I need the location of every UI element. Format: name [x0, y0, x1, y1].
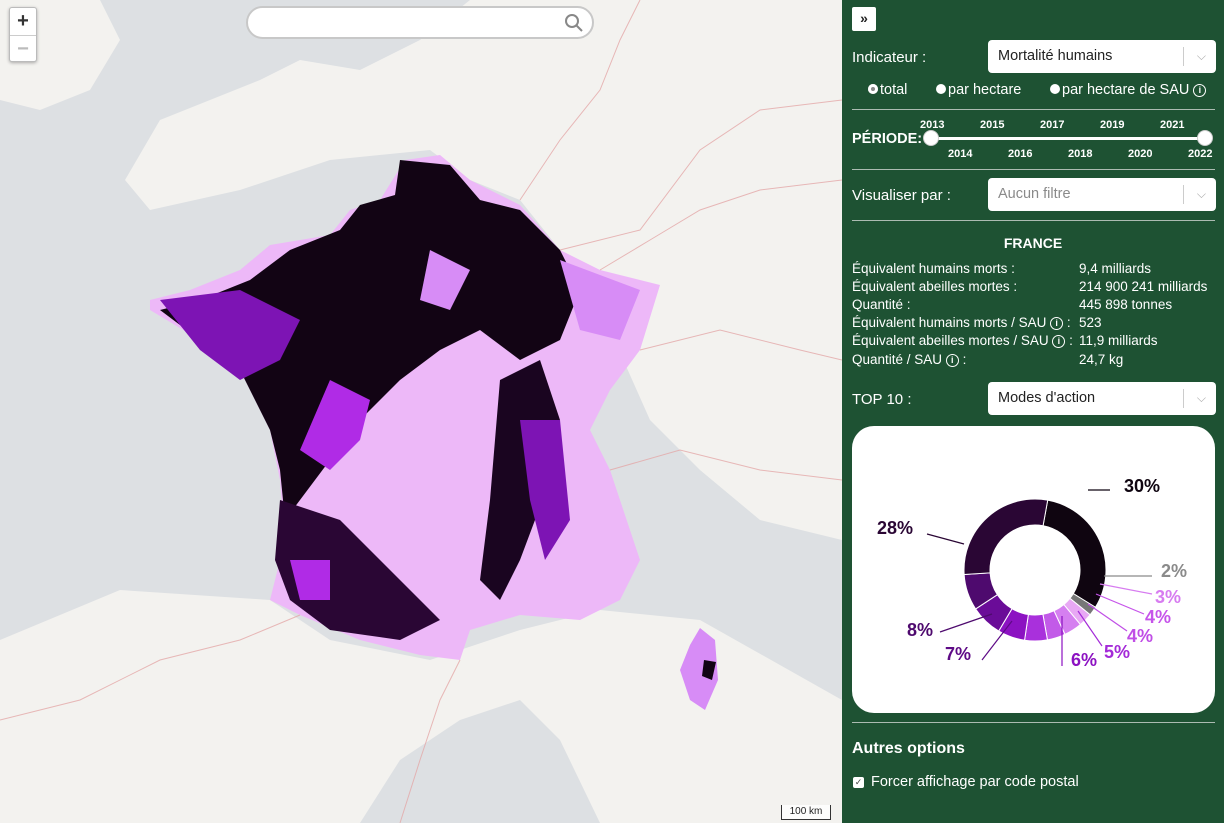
search-box — [246, 6, 594, 39]
donut-leader-line — [1095, 593, 1145, 615]
zoom-control: + − — [9, 7, 37, 62]
radio-label: par hectare — [948, 82, 1022, 98]
donut-label: 6% — [1071, 650, 1097, 670]
donut-leader-line — [1077, 610, 1103, 647]
zoom-in-button[interactable]: + — [17, 10, 29, 32]
radio-par-hectare-sau[interactable]: par hectare de SAU i — [1050, 82, 1207, 98]
donut-label: 2% — [1161, 561, 1187, 581]
indicator-label: Indicateur : — [852, 49, 927, 66]
period-label: PÉRIODE: — [852, 131, 923, 147]
year-tick: 2014 — [948, 148, 973, 160]
country-title: FRANCE — [1003, 235, 1063, 251]
indicator-select[interactable]: Mortalité humains ⌵ — [988, 40, 1216, 73]
divider — [852, 169, 1215, 170]
stat-value: 523 — [1079, 315, 1102, 330]
radio-dot — [1050, 84, 1060, 94]
info-icon[interactable]: i — [1050, 317, 1064, 330]
stat-row: Équivalent abeilles mortes / SAU i : — [852, 333, 1073, 348]
donut-leader-line — [939, 613, 993, 633]
info-icon[interactable]: i — [945, 354, 959, 367]
info-icon[interactable]: i — [1052, 335, 1066, 348]
postal-code-checkbox[interactable]: ✓ — [853, 777, 864, 788]
top10-select[interactable]: Modes d'action ⌵ — [988, 382, 1216, 415]
postal-code-checkbox-label: Forcer affichage par code postal — [871, 774, 1079, 790]
map-view[interactable]: + − 100 km — [0, 0, 842, 823]
select-separator — [1183, 389, 1184, 408]
search-icon[interactable] — [564, 13, 584, 33]
stat-label: Équivalent abeilles mortes / SAU — [852, 333, 1049, 348]
stat-label: Quantité / SAU — [852, 352, 943, 367]
chevron-down-icon: ⌵ — [1196, 187, 1206, 201]
stat-label: Équivalent humains morts : — [852, 261, 1015, 276]
year-tick: 2017 — [1040, 119, 1065, 131]
chevron-down-icon: ⌵ — [1196, 391, 1206, 405]
donut-label: 8% — [907, 620, 933, 640]
select-separator — [1183, 47, 1184, 66]
donut-label: 7% — [945, 644, 971, 664]
select-separator — [1183, 185, 1184, 204]
divider — [852, 109, 1215, 110]
year-tick: 2018 — [1068, 148, 1093, 160]
scale-bar: 100 km — [781, 805, 831, 820]
donut-leader-line — [1087, 603, 1128, 632]
donut-leader-line — [981, 620, 1013, 661]
year-tick: 2020 — [1128, 148, 1153, 160]
donut-label: 3% — [1155, 587, 1181, 607]
donut-leader-line — [1099, 583, 1153, 595]
donut-label: 28% — [877, 518, 913, 538]
divider — [852, 722, 1215, 723]
radio-label: total — [880, 82, 908, 98]
year-tick: 2016 — [1008, 148, 1033, 160]
radio-dot — [868, 84, 878, 94]
donut-label: 4% — [1145, 607, 1171, 627]
donut-chart[interactable]: 30%2%3%4%4%5%6%7%8%28% — [852, 426, 1215, 713]
top10-selected: Modes d'action — [998, 390, 1096, 406]
stat-label: Quantité : — [852, 297, 911, 312]
radio-par-hectare[interactable]: par hectare — [936, 82, 1021, 98]
radio-total[interactable]: total — [868, 82, 907, 98]
donut-slice[interactable] — [1042, 499, 1107, 608]
year-tick: 2022 — [1188, 148, 1213, 160]
stat-value: 445 898 tonnes — [1079, 297, 1173, 312]
donut-label: 5% — [1104, 642, 1130, 662]
chevron-down-icon: ⌵ — [1196, 49, 1206, 63]
donut-label: 30% — [1124, 476, 1160, 496]
stat-value: 9,4 milliards — [1079, 261, 1152, 276]
stat-value: 214 900 241 milliards — [1079, 279, 1208, 294]
other-options-title: Autres options — [852, 740, 965, 757]
info-icon[interactable]: i — [1193, 84, 1207, 97]
year-tick: 2021 — [1160, 119, 1185, 131]
search-input[interactable] — [262, 8, 562, 36]
donut-label: 4% — [1127, 626, 1153, 646]
stat-row: Équivalent humains morts / SAU i : — [852, 315, 1071, 330]
visualiser-select[interactable]: Aucun filtre ⌵ — [988, 178, 1216, 211]
period-slider-track[interactable] — [931, 137, 1206, 140]
indicator-selected: Mortalité humains — [998, 48, 1113, 64]
stat-row: Quantité / SAU i : — [852, 352, 967, 367]
stat-label: Équivalent abeilles mortes : — [852, 279, 1018, 294]
visualiser-label: Visualiser par : — [852, 187, 951, 204]
year-tick: 2019 — [1100, 119, 1125, 131]
zoom-out-button[interactable]: − — [10, 35, 36, 62]
stat-value: 24,7 kg — [1079, 352, 1124, 367]
radio-dot — [936, 84, 946, 94]
divider — [852, 220, 1215, 221]
side-panel: » Indicateur : Mortalité humains ⌵ total… — [842, 0, 1224, 823]
year-tick: 2013 — [920, 119, 945, 131]
donut-slice[interactable] — [963, 498, 1049, 575]
donut-leader-line — [926, 533, 965, 545]
period-end-handle[interactable] — [1197, 130, 1213, 146]
donut-card: 30% 2% 3% 4% 4% 5% 6% 7% 8% 28% — [852, 426, 1215, 713]
basemap — [0, 0, 842, 823]
radio-label: par hectare de SAU — [1062, 82, 1190, 98]
period-start-handle[interactable] — [923, 130, 939, 146]
top10-label: TOP 10 : — [852, 391, 912, 408]
year-tick: 2015 — [980, 119, 1005, 131]
collapse-panel-button[interactable]: » — [852, 7, 876, 31]
stat-value: 11,9 milliards — [1079, 333, 1158, 348]
stat-label: Équivalent humains morts / SAU — [852, 315, 1047, 330]
visualiser-selected: Aucun filtre — [998, 186, 1071, 202]
